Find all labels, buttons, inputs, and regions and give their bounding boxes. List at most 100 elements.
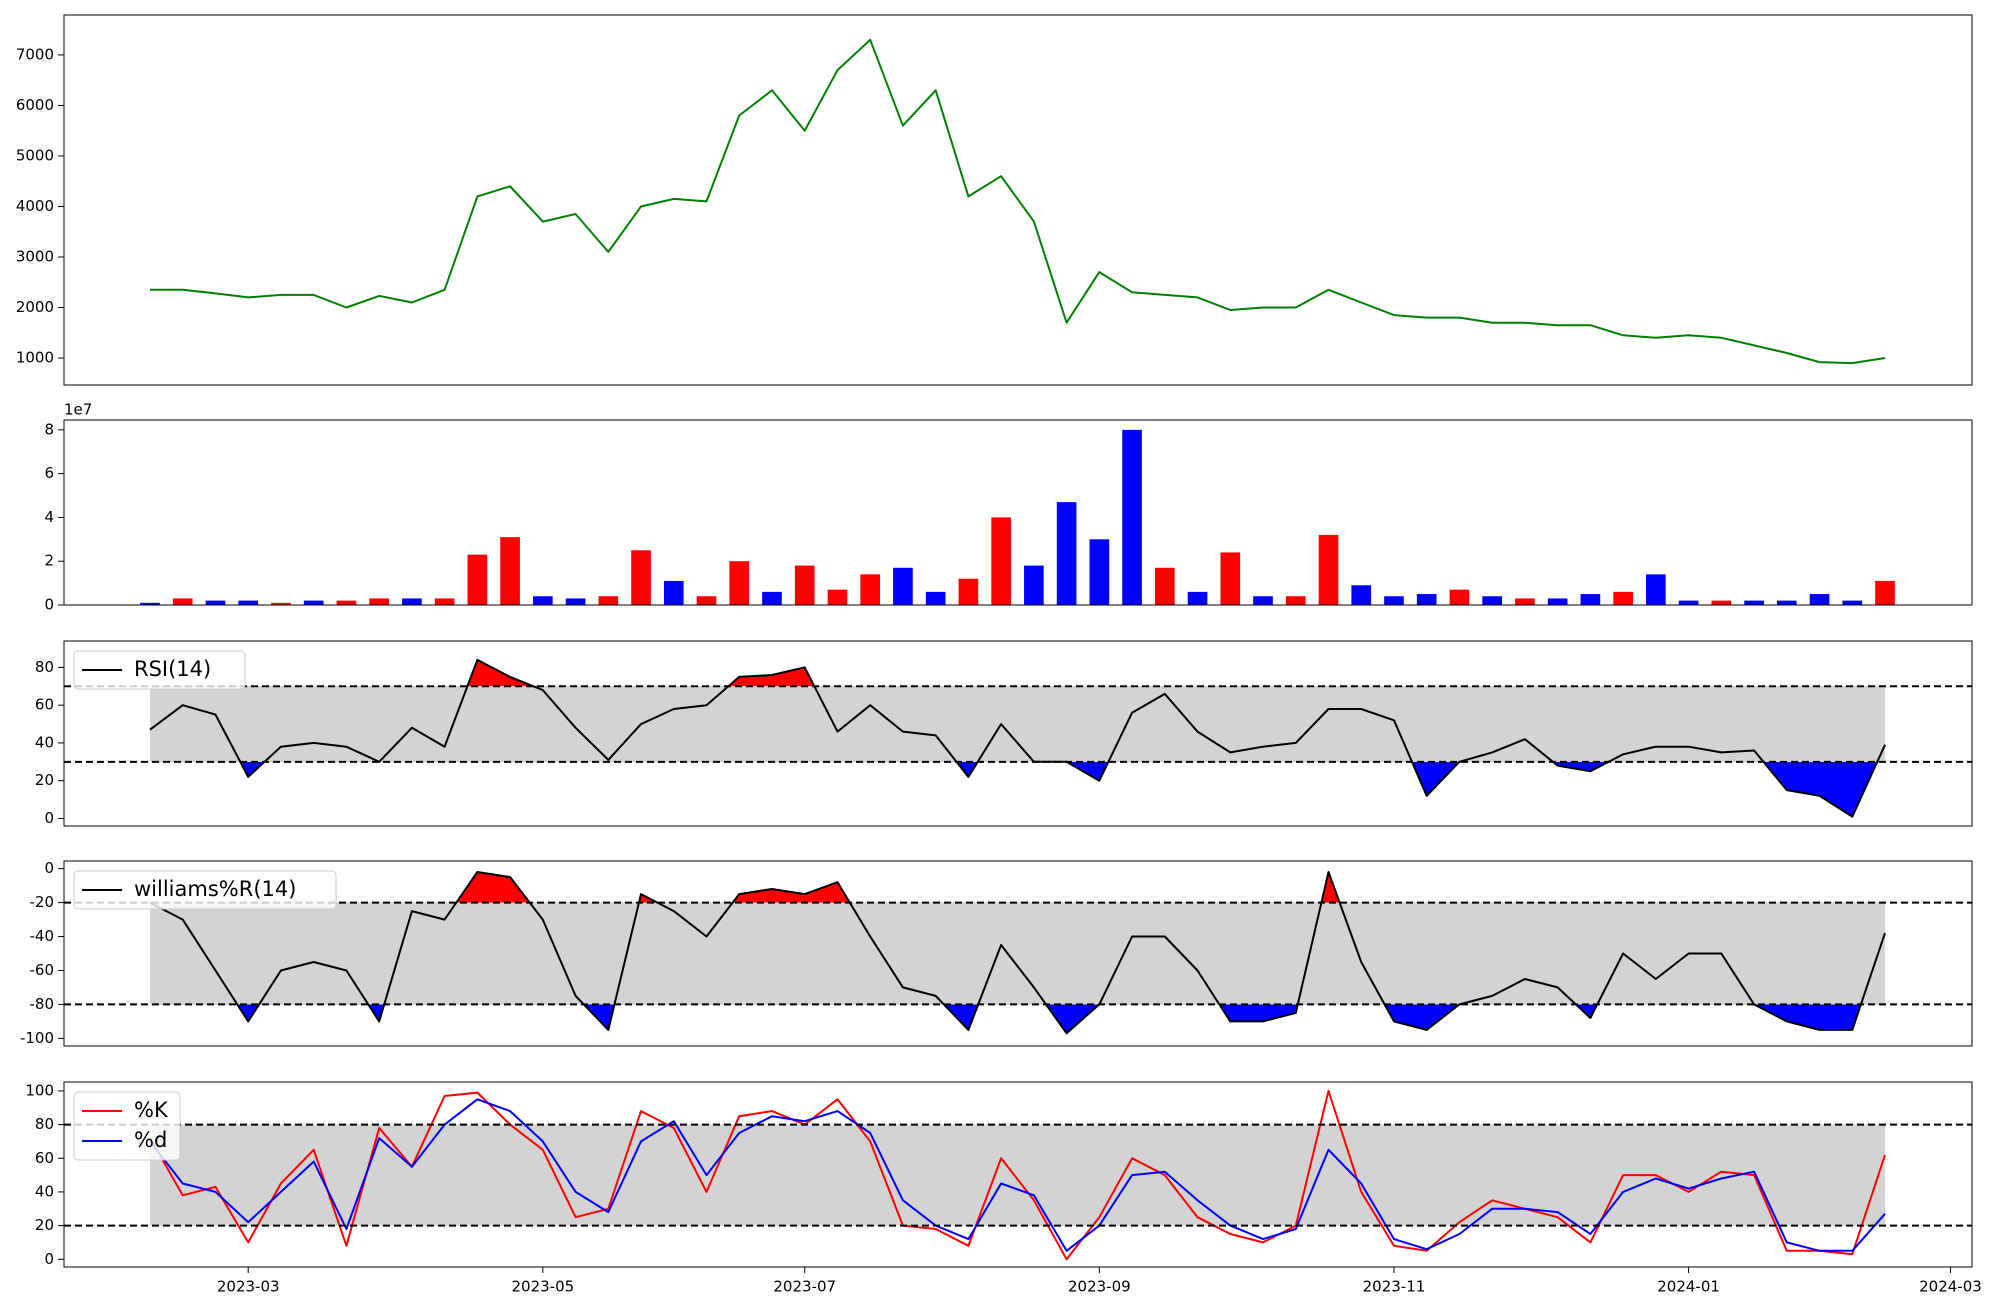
- bar: [533, 596, 553, 605]
- bar: [1580, 594, 1601, 605]
- y-tick-label: 40: [35, 733, 54, 751]
- y-tick-label: 8: [44, 420, 54, 438]
- bar: [1416, 594, 1437, 605]
- y-tick-label: -80: [30, 995, 55, 1013]
- y-tick-label: 20: [35, 1216, 54, 1234]
- bar: [1613, 591, 1633, 605]
- line: [149, 1098, 1886, 1252]
- legend-label: williams%R(14): [134, 877, 296, 901]
- bar: [1711, 600, 1732, 605]
- overbought-fill: [150, 659, 1885, 687]
- bar: [205, 600, 226, 605]
- x-tick-label: 2023-05: [511, 1278, 574, 1296]
- panel: 0 20 40 60 80 100 %K %d 2023-03 2023-05 2023-07 202…: [25, 1081, 1981, 1295]
- bar: [1024, 565, 1044, 605]
- panel: 1000 2000 3000 4000 5000 6000 7000: [16, 14, 1973, 386]
- y-tick-label: 6: [44, 464, 54, 482]
- bar: [1187, 591, 1208, 605]
- y-tick-label: 3000: [16, 247, 54, 265]
- bar: [794, 565, 815, 605]
- bar: [336, 600, 357, 605]
- y-tick-label: 0: [44, 859, 54, 877]
- bar: [762, 591, 782, 605]
- bar: [1515, 598, 1535, 605]
- bar: [1809, 594, 1830, 605]
- x-tick-label: 2024-01: [1657, 1278, 1720, 1296]
- line: [149, 658, 1886, 818]
- legend-box: [73, 650, 246, 690]
- panel: -100 -80 -60 -40 -20 0 williams%R(14): [20, 859, 1973, 1047]
- legend-label: %K: [134, 1098, 169, 1122]
- y-tick-label: 20: [35, 771, 54, 789]
- bar: [1547, 598, 1568, 605]
- y-tick-label: 1000: [16, 349, 54, 367]
- y-tick-label: 0: [44, 809, 54, 827]
- x-tick-label: 2024-03: [1919, 1278, 1982, 1296]
- bar: [696, 596, 717, 605]
- y-tick-label: -20: [30, 893, 55, 911]
- bar: [140, 602, 160, 605]
- bar: [402, 598, 422, 605]
- y-tick-label: -60: [30, 961, 55, 979]
- axes-frame: [63, 1081, 1973, 1268]
- axes-frame: [63, 860, 1973, 1047]
- bar: [1089, 539, 1110, 605]
- bar: [631, 550, 651, 605]
- bar: [925, 591, 946, 605]
- y-tick-label: 40: [35, 1182, 54, 1200]
- y-tick-label: 7000: [16, 45, 54, 63]
- axes-frame: [63, 14, 1973, 386]
- bar: [1449, 589, 1470, 605]
- x-tick-label: 2023-07: [773, 1278, 836, 1296]
- y-tick-label: 80: [35, 1115, 54, 1133]
- line: [149, 871, 1886, 1035]
- y-tick-label: 80: [35, 658, 54, 676]
- bar: [1351, 585, 1372, 605]
- bar: [565, 598, 586, 605]
- bar: [598, 596, 619, 605]
- bar: [1056, 502, 1077, 605]
- y-tick-label: 0: [44, 596, 54, 614]
- bar: [1744, 600, 1764, 605]
- bar: [1875, 580, 1895, 605]
- y-tick-label: 60: [35, 1149, 54, 1167]
- y-offset-label: 1e7: [64, 401, 92, 419]
- bar: [1318, 534, 1339, 605]
- bar: [991, 517, 1011, 605]
- band: [150, 902, 1885, 1005]
- bar: [500, 537, 520, 605]
- band: [150, 1124, 1885, 1226]
- y-tick-label: -100: [20, 1029, 54, 1047]
- y-tick-label: 2: [44, 552, 54, 570]
- bar: [303, 600, 324, 605]
- legend-box: [73, 870, 337, 910]
- bar: [860, 574, 881, 605]
- bar: [369, 598, 389, 605]
- bar: [1285, 596, 1306, 605]
- bar: [1482, 596, 1502, 605]
- y-tick-label: 4: [44, 508, 54, 526]
- bar: [893, 567, 913, 605]
- bar: [467, 554, 488, 605]
- line: [149, 1089, 1886, 1261]
- bar: [1220, 552, 1241, 605]
- bar: [434, 598, 455, 605]
- y-tick-label: 4000: [16, 197, 54, 215]
- x-tick-label: 2023-11: [1363, 1278, 1426, 1296]
- y-tick-label: 2000: [16, 298, 54, 316]
- y-tick-label: 6000: [16, 96, 54, 114]
- bar: [172, 598, 193, 605]
- bar: [1384, 596, 1404, 605]
- axes-frame: [63, 419, 1973, 606]
- bar: [958, 578, 979, 605]
- bar: [663, 580, 684, 605]
- bar: [271, 602, 291, 605]
- panel: 0 20 40 60 80 RSI(14): [35, 640, 1973, 827]
- bar: [1842, 600, 1863, 605]
- y-tick-label: 100: [25, 1081, 54, 1099]
- y-tick-label: 0: [44, 1250, 54, 1268]
- panel: 0 2 4 6 8 1e7: [44, 401, 1973, 614]
- y-tick-label: 5000: [16, 146, 54, 164]
- legend-label: %d: [134, 1128, 167, 1152]
